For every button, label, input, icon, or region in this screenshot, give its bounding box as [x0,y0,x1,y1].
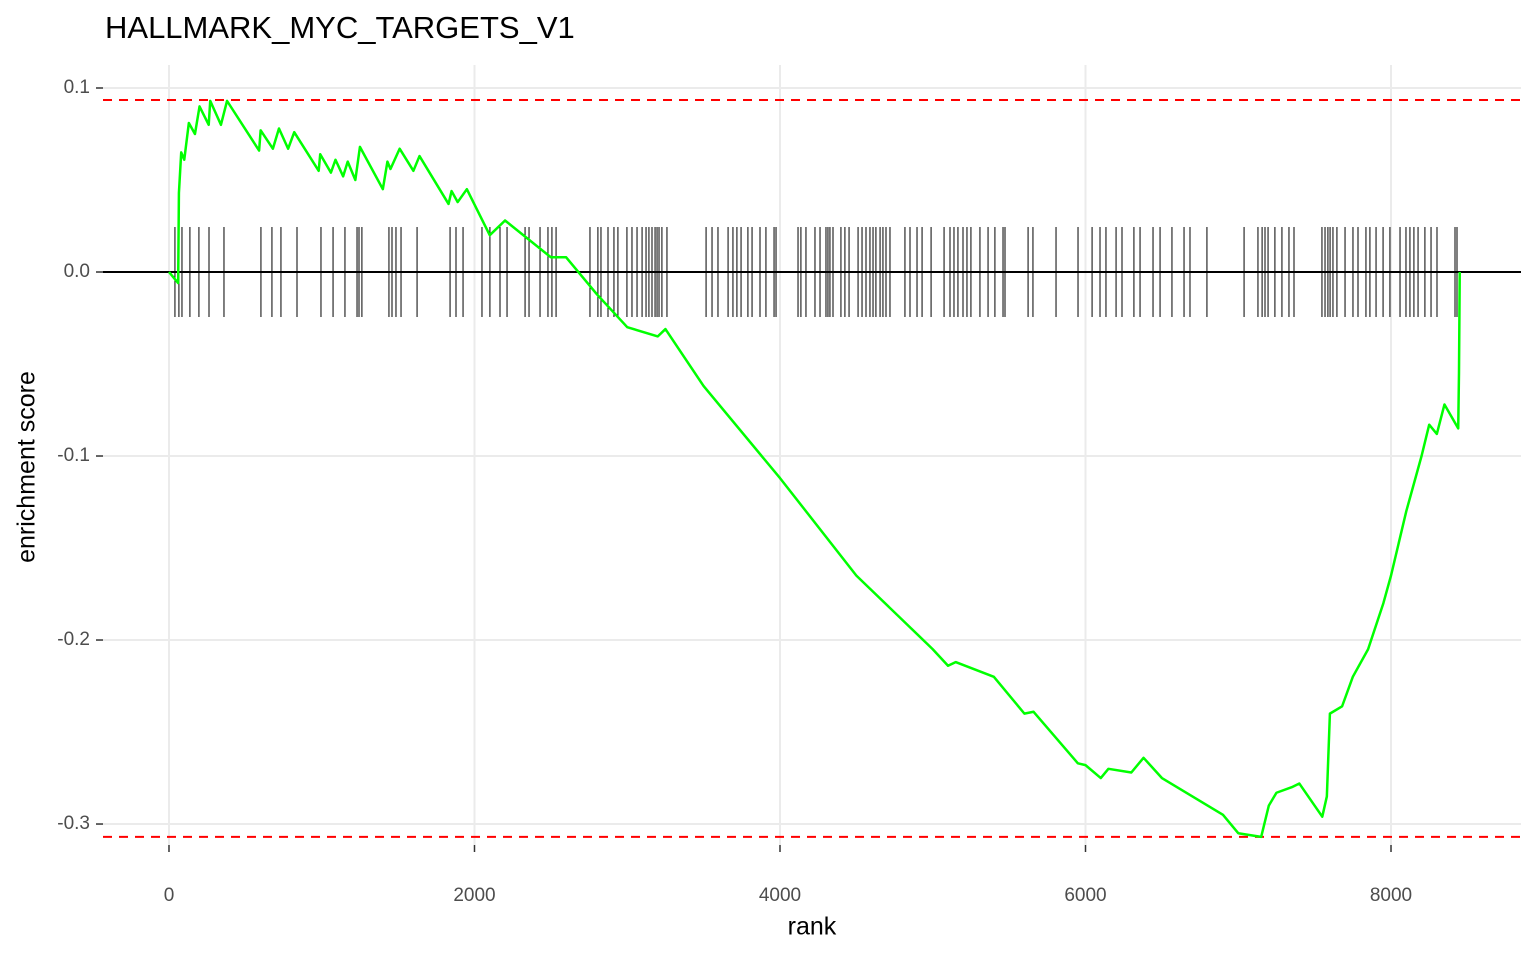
y-tick-label: 0.1 [64,77,90,98]
x-tick-label: 0 [164,885,175,906]
x-tick-label: 8000 [1370,885,1412,906]
score-line [168,99,1461,839]
x-tick-label: 6000 [1064,885,1106,906]
chart-title: HALLMARK_MYC_TARGETS_V1 [105,10,575,45]
x-axis-label: rank [788,913,837,941]
x-tick-label: 2000 [453,885,495,906]
y-tick-label: -0.3 [57,813,90,834]
y-tick-label: -0.1 [57,445,90,466]
y-tick-label: 0.0 [64,261,90,282]
y-axis-label: enrichment score [13,371,41,563]
x-tick-label: 4000 [759,885,801,906]
y-tick-label: -0.2 [57,629,90,650]
